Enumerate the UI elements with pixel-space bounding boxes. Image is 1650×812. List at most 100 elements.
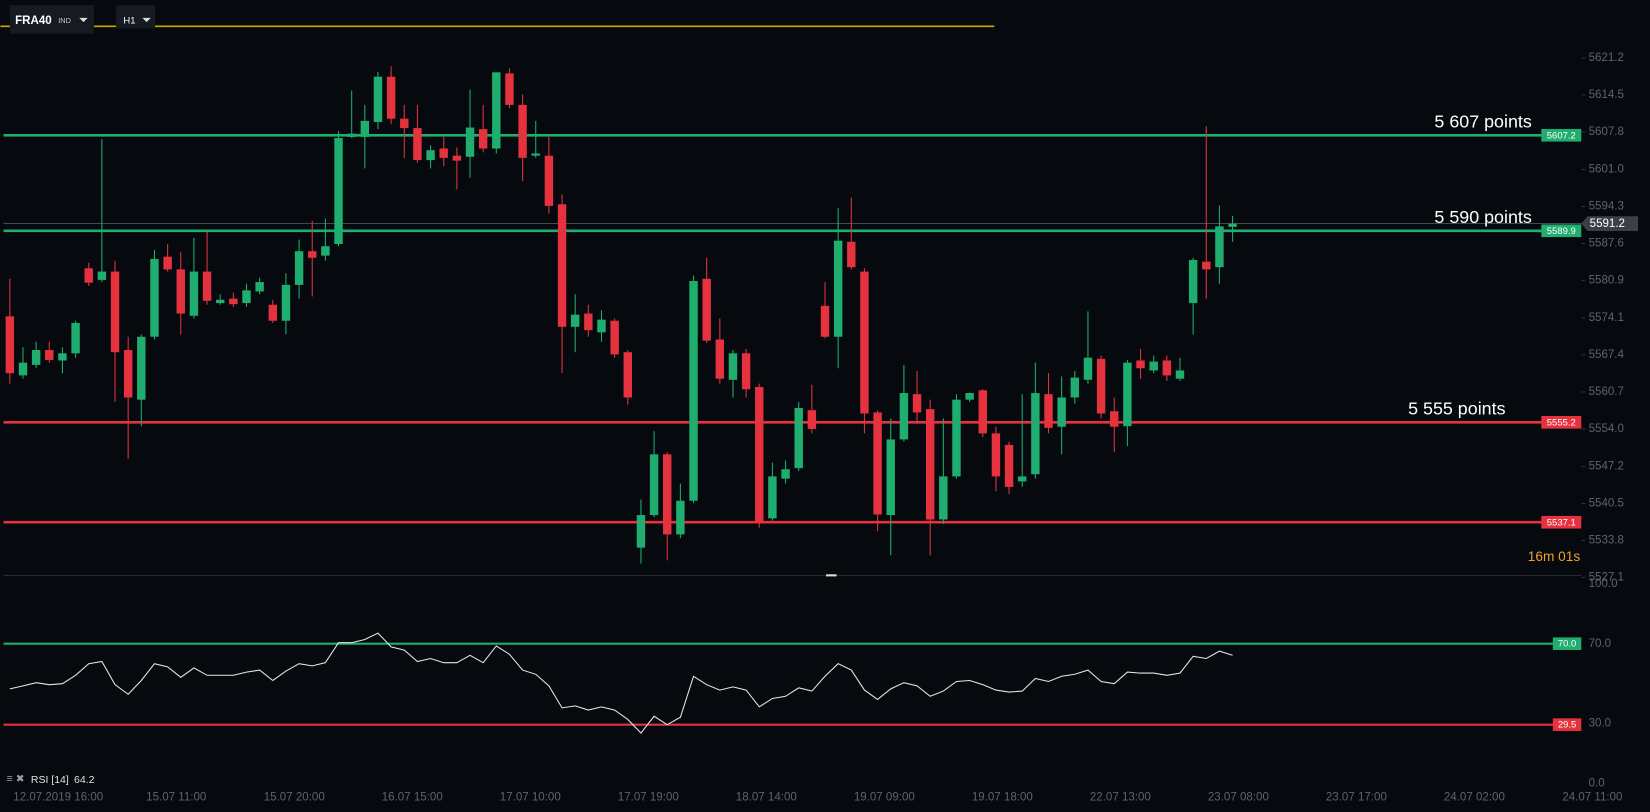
y-tick-label: 5574.1 — [1589, 312, 1624, 324]
level-annotation: 5 555 points — [1408, 398, 1505, 418]
candle-body — [373, 76, 383, 123]
candle-body — [1070, 377, 1080, 398]
candle-body — [123, 350, 133, 398]
candle-body — [1188, 260, 1198, 304]
candle-body — [1096, 358, 1106, 414]
candle-body — [1228, 223, 1237, 227]
candle-body — [202, 271, 212, 301]
candle-body — [781, 469, 790, 479]
symbol-selector[interactable] — [9, 5, 94, 34]
candle-body — [413, 128, 422, 161]
candle-body — [584, 313, 593, 331]
candle-body — [5, 316, 15, 374]
level-tag — [1541, 224, 1582, 238]
x-tick-label: 22.07 13:00 — [1090, 791, 1151, 803]
candle-body — [755, 386, 764, 522]
candle-body — [715, 339, 725, 379]
candle-body — [847, 241, 856, 268]
candle-body — [768, 476, 777, 519]
candle-body — [163, 256, 172, 270]
level-tag — [1541, 515, 1582, 529]
candle-body — [557, 204, 567, 327]
candle-body — [137, 336, 146, 400]
x-tick-label: 15.07 20:00 — [264, 791, 325, 803]
level-tag — [1541, 128, 1582, 142]
y-tick-label: 5594.3 — [1589, 201, 1624, 213]
candle-body — [702, 278, 711, 341]
y-tick-label: 5527.1 — [1589, 571, 1624, 583]
candle-body — [1202, 261, 1211, 270]
x-tick-label: 24.07 11:00 — [1562, 791, 1622, 803]
candle-body — [860, 271, 869, 414]
last-price-tag — [1581, 216, 1639, 231]
candle-body — [268, 304, 278, 321]
candle-body — [71, 322, 80, 354]
candle-body — [426, 150, 435, 161]
y-tick-label: 5567.4 — [1589, 349, 1625, 361]
candle-body — [84, 268, 93, 283]
candle-body — [1004, 444, 1014, 487]
candle-body — [518, 104, 527, 158]
candle-body — [229, 298, 238, 305]
candle-body — [965, 393, 974, 400]
candle-body — [873, 412, 882, 515]
level-tag-label: 5537.1 — [1547, 517, 1576, 528]
pane-resize-handle[interactable] — [826, 574, 837, 577]
level-tag-label: 5589.9 — [1547, 226, 1576, 237]
candle-body — [741, 353, 751, 390]
candle-body — [570, 314, 580, 327]
candle-body — [689, 280, 698, 501]
y-tick-label: 5587.6 — [1589, 238, 1624, 250]
x-tick-label: 17.07 10:00 — [500, 791, 561, 803]
market: IND — [58, 16, 71, 25]
x-tick-label: 18.07 14:00 — [736, 791, 797, 803]
candle-body — [1018, 476, 1027, 482]
timeframe-selector[interactable] — [116, 5, 155, 29]
y-tick-label: 5547.2 — [1589, 461, 1624, 473]
indicator-value: 64.2 — [74, 774, 95, 786]
candle-body — [597, 319, 606, 333]
candle-body — [216, 299, 225, 304]
candle-body — [636, 515, 646, 548]
candle-body — [360, 120, 370, 137]
candle-body — [623, 352, 632, 398]
candle-body — [676, 500, 685, 535]
candle-body — [281, 284, 291, 321]
candle-body — [400, 118, 409, 129]
candle-body — [308, 251, 317, 258]
last-price-label: 5591.2 — [1590, 218, 1625, 230]
candle-body — [912, 394, 922, 413]
candle-body — [531, 153, 540, 156]
candle-body — [1175, 370, 1185, 379]
candle-body — [610, 320, 619, 355]
x-tick-label: 15.07 11:00 — [146, 791, 206, 803]
dropdown-arrow — [79, 17, 88, 23]
candle-body — [242, 290, 251, 304]
rsi-level-tag-label: 29.5 — [1558, 720, 1576, 731]
x-tick-label: 17.07 19:00 — [618, 791, 679, 803]
candle-body — [1057, 397, 1066, 427]
y-tick-label: 5621.2 — [1589, 52, 1624, 64]
candle-body — [939, 476, 948, 520]
candle-body — [952, 399, 961, 477]
candle-body — [386, 76, 396, 119]
dropdown-arrow — [142, 17, 151, 23]
x-tick-label: 23.07 08:00 — [1208, 791, 1269, 803]
indicator-name: RSI [14] — [31, 774, 69, 786]
candle-body — [820, 305, 830, 337]
x-tick-label: 12.07.2019 16:00 — [13, 791, 103, 803]
candle-body — [794, 407, 803, 469]
level-tag-label: 5607.2 — [1547, 130, 1576, 141]
candle-body — [97, 271, 107, 280]
indicator-icons[interactable]: ≡ ✖ — [7, 773, 25, 785]
candle-body — [1149, 361, 1158, 371]
candle-body — [465, 127, 475, 157]
candle-body — [807, 410, 817, 429]
symbol: FRA40 — [15, 15, 52, 27]
candle-body — [663, 454, 672, 535]
y-tick-label: 5614.5 — [1589, 89, 1624, 101]
x-tick-label: 16.07 15:00 — [382, 791, 443, 803]
candle-body — [347, 133, 356, 137]
